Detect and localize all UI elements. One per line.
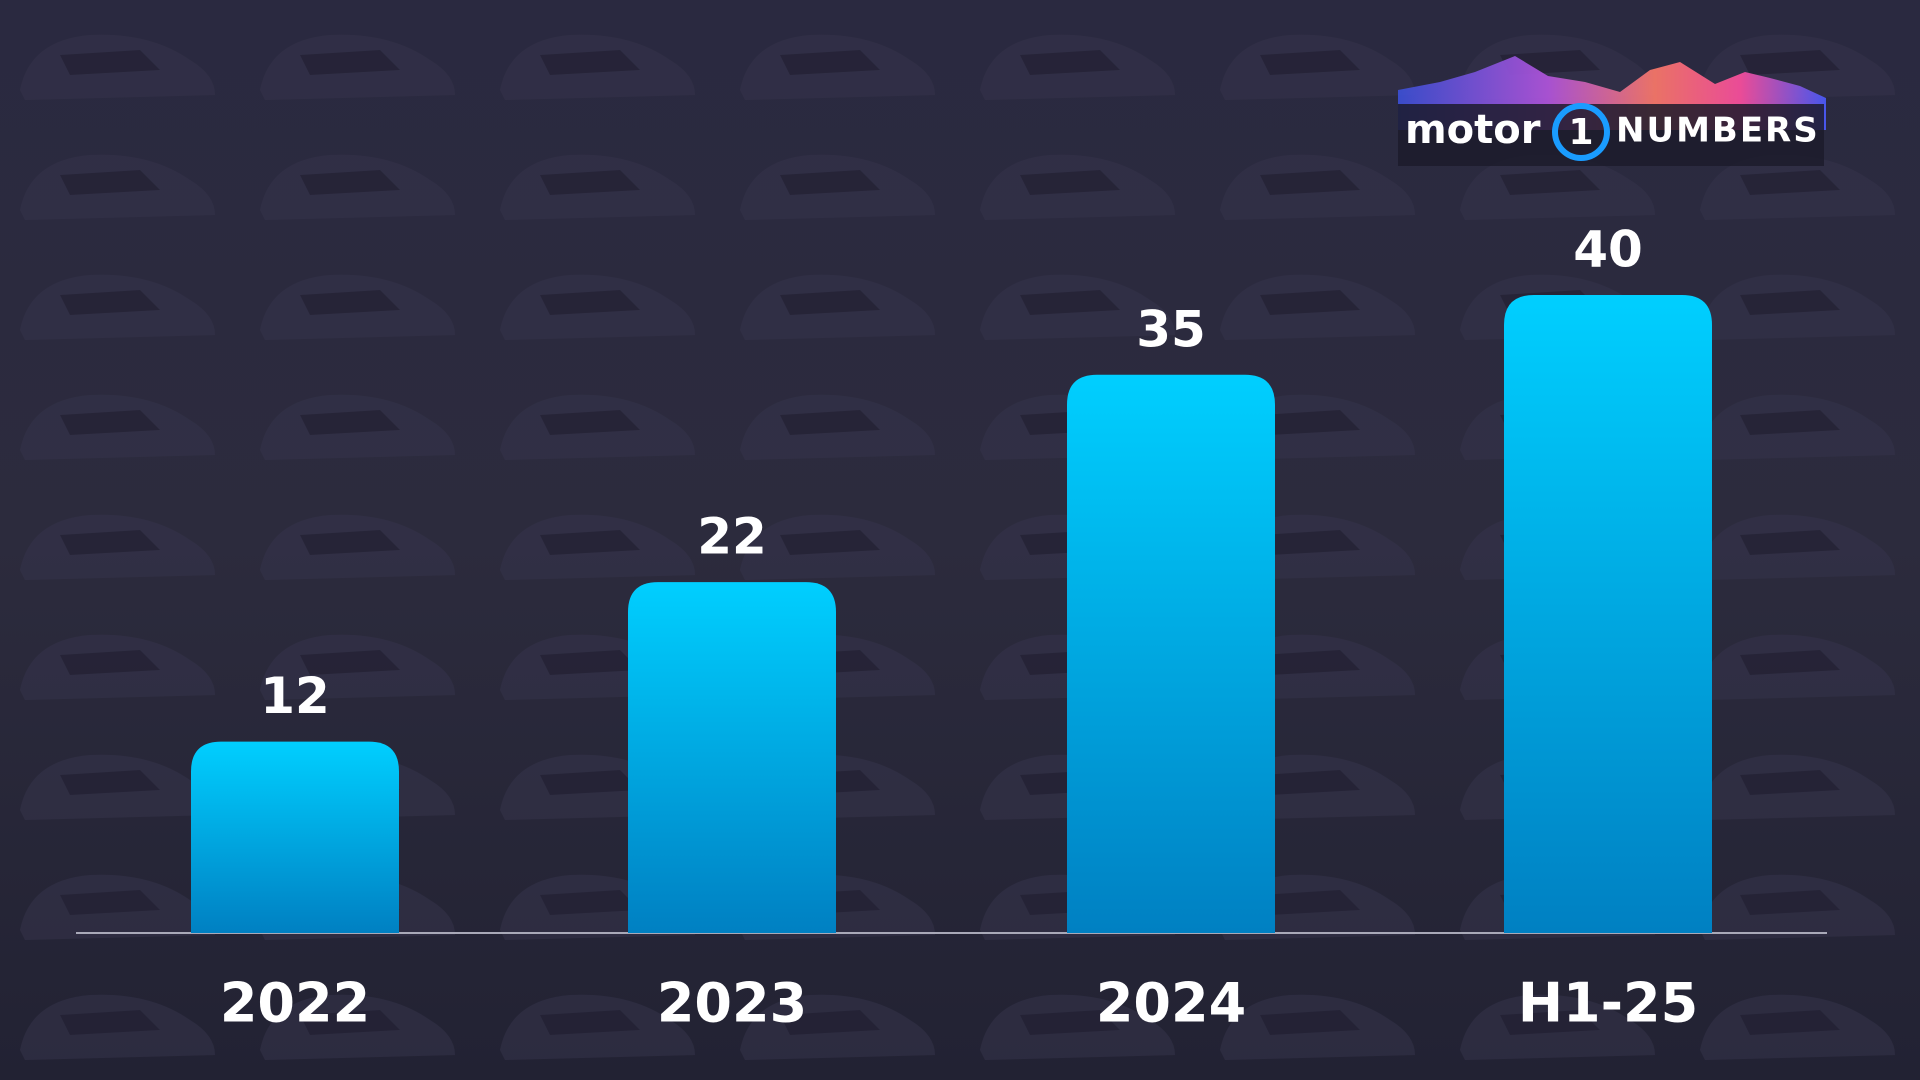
value-label: 22 <box>697 508 767 566</box>
bar <box>1504 295 1712 933</box>
x-tick-label: 2022 <box>220 972 370 1035</box>
x-tick-label: 2023 <box>657 972 807 1035</box>
logo: motor 1 NUMBERS <box>1398 56 1826 166</box>
bar <box>628 582 836 933</box>
logo-brand: motor <box>1405 107 1541 153</box>
bar <box>1067 374 1275 933</box>
logo-number: 1 <box>1568 112 1593 153</box>
logo-ring <box>1552 103 1610 161</box>
x-tick-label: H1-25 <box>1518 972 1698 1035</box>
value-label: 40 <box>1573 221 1643 279</box>
x-tick-label: 2024 <box>1096 972 1246 1035</box>
logo-box <box>1398 104 1824 166</box>
logo-suffix: NUMBERS <box>1616 111 1820 151</box>
value-label: 12 <box>260 667 330 725</box>
value-label: 35 <box>1136 300 1206 358</box>
bar <box>191 741 399 933</box>
